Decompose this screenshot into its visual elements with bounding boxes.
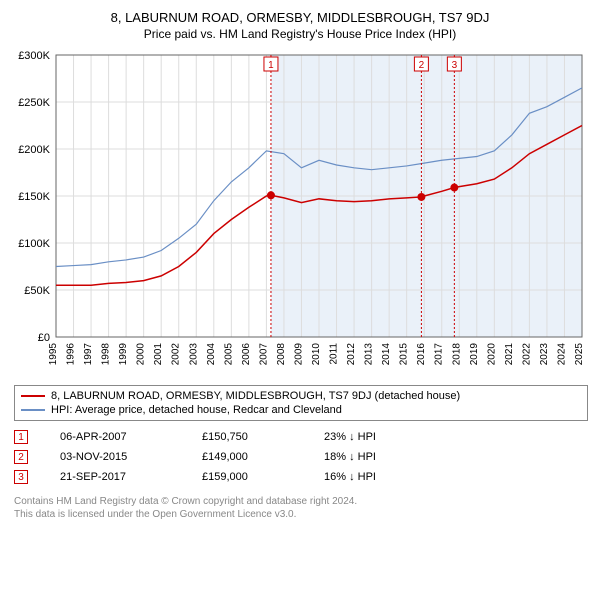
svg-text:2019: 2019 (469, 343, 480, 366)
svg-text:2021: 2021 (504, 343, 515, 366)
legend-label: HPI: Average price, detached house, Redc… (51, 404, 342, 416)
svg-text:2002: 2002 (171, 343, 182, 366)
event-date: 06-APR-2007 (60, 431, 170, 443)
attribution-line: This data is licensed under the Open Gov… (14, 508, 586, 521)
event-price: £159,000 (202, 471, 292, 483)
svg-text:2009: 2009 (293, 343, 304, 366)
svg-text:2007: 2007 (258, 343, 269, 366)
svg-text:£300K: £300K (18, 50, 50, 62)
svg-text:£250K: £250K (18, 97, 50, 109)
svg-text:2022: 2022 (521, 343, 532, 366)
svg-text:2004: 2004 (206, 343, 217, 366)
svg-text:2005: 2005 (223, 343, 234, 366)
svg-text:2020: 2020 (486, 343, 497, 366)
svg-text:£200K: £200K (18, 144, 50, 156)
line-chart: £0 £50K £100K £150K £200K £250K £300K 1995 1996 1… (10, 47, 590, 377)
svg-text:2016: 2016 (416, 343, 427, 366)
chart-title: 8, LABURNUM ROAD, ORMESBY, MIDDLESBROUGH… (10, 10, 590, 25)
legend-label: 8, LABURNUM ROAD, ORMESBY, MIDDLESBROUGH… (51, 390, 460, 402)
event-price: £149,000 (202, 451, 292, 463)
event-marker: 2 (14, 450, 28, 464)
svg-text:2018: 2018 (451, 343, 462, 366)
svg-text:1: 1 (268, 60, 274, 71)
legend-item: HPI: Average price, detached house, Redc… (21, 403, 581, 417)
svg-text:£150K: £150K (18, 191, 50, 203)
event-diff: 23% ↓ HPI (324, 431, 424, 443)
event-row: 3 21-SEP-2017 £159,000 16% ↓ HPI (14, 467, 586, 487)
svg-text:2000: 2000 (136, 343, 147, 366)
legend: 8, LABURNUM ROAD, ORMESBY, MIDDLESBROUGH… (14, 385, 588, 421)
svg-text:2012: 2012 (346, 343, 357, 366)
svg-text:2003: 2003 (188, 343, 199, 366)
svg-text:£100K: £100K (18, 238, 50, 250)
svg-text:1996: 1996 (66, 343, 77, 366)
event-price: £150,750 (202, 431, 292, 443)
event-marker: 1 (14, 430, 28, 444)
legend-swatch (21, 395, 45, 397)
svg-text:2014: 2014 (381, 343, 392, 366)
svg-text:2023: 2023 (539, 343, 550, 366)
event-row: 1 06-APR-2007 £150,750 23% ↓ HPI (14, 427, 586, 447)
svg-text:2: 2 (419, 60, 425, 71)
svg-text:2006: 2006 (241, 343, 252, 366)
svg-text:£50K: £50K (24, 285, 50, 297)
svg-text:1999: 1999 (118, 343, 129, 366)
svg-text:2010: 2010 (311, 343, 322, 366)
svg-text:3: 3 (452, 60, 458, 71)
svg-text:2025: 2025 (574, 343, 585, 366)
event-date: 21-SEP-2017 (60, 471, 170, 483)
event-row: 2 03-NOV-2015 £149,000 18% ↓ HPI (14, 447, 586, 467)
svg-text:2024: 2024 (556, 343, 567, 366)
svg-text:2011: 2011 (329, 343, 340, 365)
svg-text:2001: 2001 (153, 343, 164, 366)
event-date: 03-NOV-2015 (60, 451, 170, 463)
svg-text:2015: 2015 (399, 343, 410, 366)
event-diff: 18% ↓ HPI (324, 451, 424, 463)
legend-swatch (21, 409, 45, 411)
svg-text:2008: 2008 (276, 343, 287, 366)
legend-item: 8, LABURNUM ROAD, ORMESBY, MIDDLESBROUGH… (21, 389, 581, 403)
svg-text:1997: 1997 (83, 343, 94, 366)
svg-text:2017: 2017 (434, 343, 445, 366)
svg-text:2013: 2013 (364, 343, 375, 366)
attribution-line: Contains HM Land Registry data © Crown c… (14, 495, 586, 508)
svg-text:£0: £0 (38, 332, 50, 344)
events-table: 1 06-APR-2007 £150,750 23% ↓ HPI 2 03-NOV-201… (14, 427, 586, 487)
svg-text:1995: 1995 (48, 343, 59, 366)
svg-text:1998: 1998 (101, 343, 112, 366)
chart-container: 8, LABURNUM ROAD, ORMESBY, MIDDLESBROUGH… (0, 0, 600, 527)
event-diff: 16% ↓ HPI (324, 471, 424, 483)
attribution: Contains HM Land Registry data © Crown c… (14, 495, 586, 521)
chart-subtitle: Price paid vs. HM Land Registry's House … (10, 27, 590, 41)
event-marker: 3 (14, 470, 28, 484)
